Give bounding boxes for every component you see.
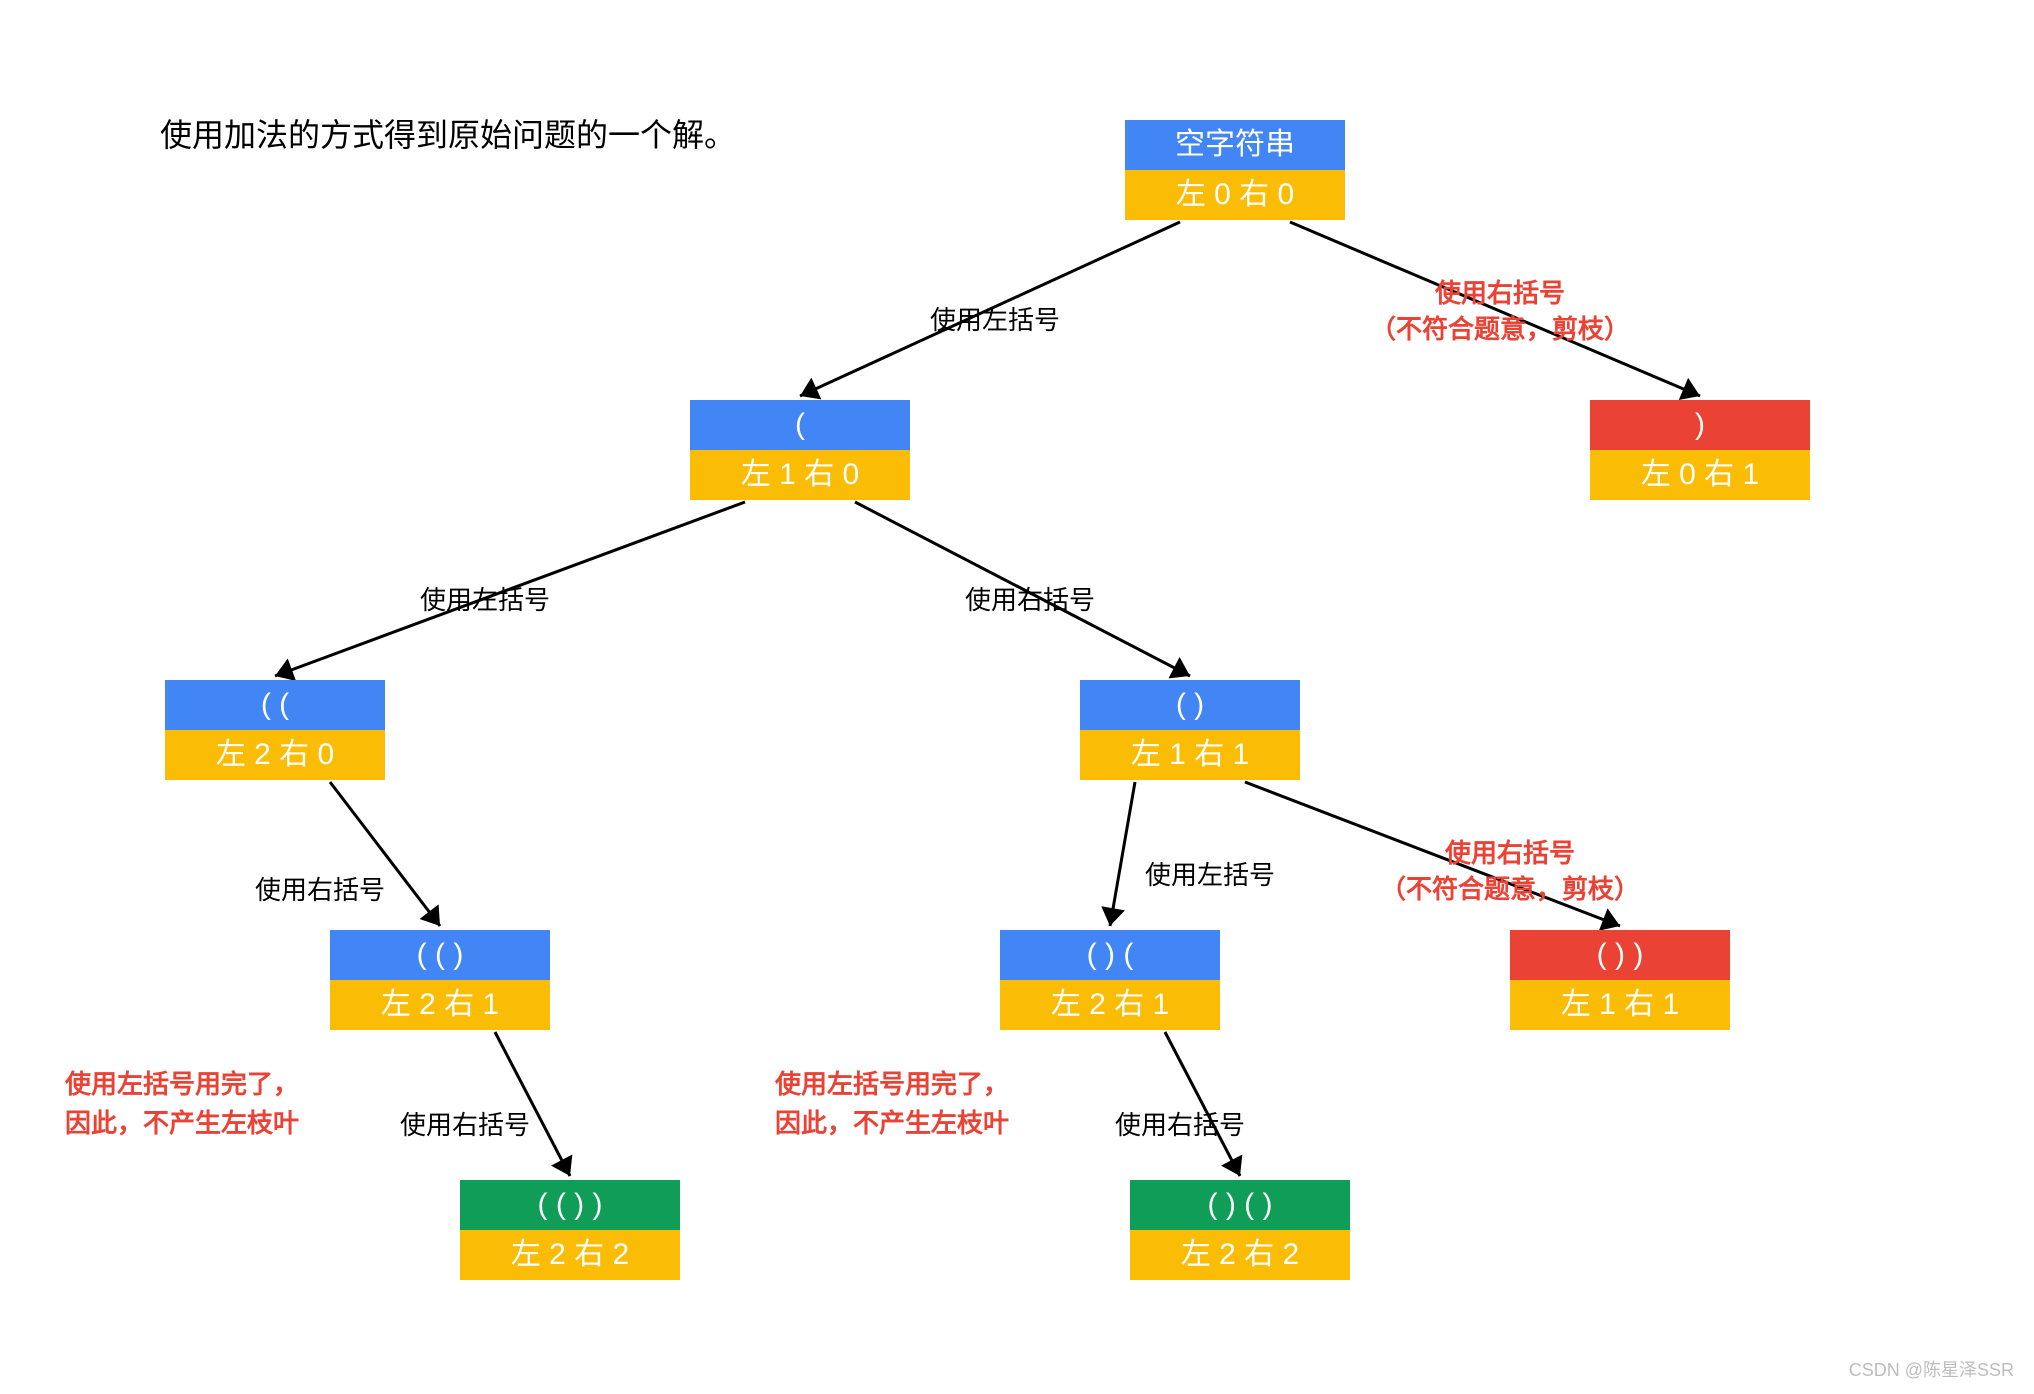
watermark-text: CSDN @陈星泽SSR — [1849, 1356, 2014, 1382]
edge-label-pruned: 使用右括号（不符合题意，剪枝） — [1370, 275, 1630, 348]
diagram-stage: 使用加法的方式得到原始问题的一个解。 CSDN @陈星泽SSR 空字符串左 0 … — [0, 0, 2034, 1394]
node-state: 左 2 右 1 — [1000, 980, 1220, 1030]
node-content: 空字符串 — [1125, 120, 1345, 170]
node-content: ( ) ) — [1510, 930, 1730, 980]
pruning-note: 使用左括号用完了，因此，不产生左枝叶 — [775, 1065, 1009, 1143]
node-content: ) — [1590, 400, 1810, 450]
tree-node: ( ( )左 2 右 1 — [330, 930, 550, 1030]
edge-label: 使用右括号 — [255, 870, 385, 907]
tree-node: ( (左 2 右 0 — [165, 680, 385, 780]
node-state: 左 2 右 2 — [1130, 1230, 1350, 1280]
tree-node: (左 1 右 0 — [690, 400, 910, 500]
edge-label: 使用左括号 — [1145, 855, 1275, 892]
tree-node: 空字符串左 0 右 0 — [1125, 120, 1345, 220]
node-content: ( — [690, 400, 910, 450]
node-content: ( ) ( — [1000, 930, 1220, 980]
edge-label-pruned: 使用右括号（不符合题意，剪枝） — [1380, 835, 1640, 908]
node-content: ( ( ) ) — [460, 1180, 680, 1230]
node-state: 左 2 右 2 — [460, 1230, 680, 1280]
node-state: 左 0 右 1 — [1590, 450, 1810, 500]
node-content: ( ( — [165, 680, 385, 730]
pruning-note: 使用左括号用完了，因此，不产生左枝叶 — [65, 1065, 299, 1143]
tree-node: ( )左 1 右 1 — [1080, 680, 1300, 780]
tree-node: ( ) )左 1 右 1 — [1510, 930, 1730, 1030]
node-content: ( ( ) — [330, 930, 550, 980]
tree-node: ( ) (左 2 右 1 — [1000, 930, 1220, 1030]
diagram-title: 使用加法的方式得到原始问题的一个解。 — [160, 110, 736, 156]
tree-node: ( ( ) )左 2 右 2 — [460, 1180, 680, 1280]
edge-label: 使用右括号 — [400, 1105, 530, 1142]
node-state: 左 1 右 0 — [690, 450, 910, 500]
edge-label: 使用左括号 — [420, 580, 550, 617]
edge-label: 使用左括号 — [930, 300, 1060, 337]
node-content: ( ) ( ) — [1130, 1180, 1350, 1230]
node-state: 左 2 右 1 — [330, 980, 550, 1030]
node-content: ( ) — [1080, 680, 1300, 730]
node-state: 左 1 右 1 — [1510, 980, 1730, 1030]
tree-node: )左 0 右 1 — [1590, 400, 1810, 500]
node-state: 左 2 右 0 — [165, 730, 385, 780]
node-state: 左 0 右 0 — [1125, 170, 1345, 220]
tree-node: ( ) ( )左 2 右 2 — [1130, 1180, 1350, 1280]
edge-label: 使用右括号 — [1115, 1105, 1245, 1142]
node-state: 左 1 右 1 — [1080, 730, 1300, 780]
edge-label: 使用右括号 — [965, 580, 1095, 617]
